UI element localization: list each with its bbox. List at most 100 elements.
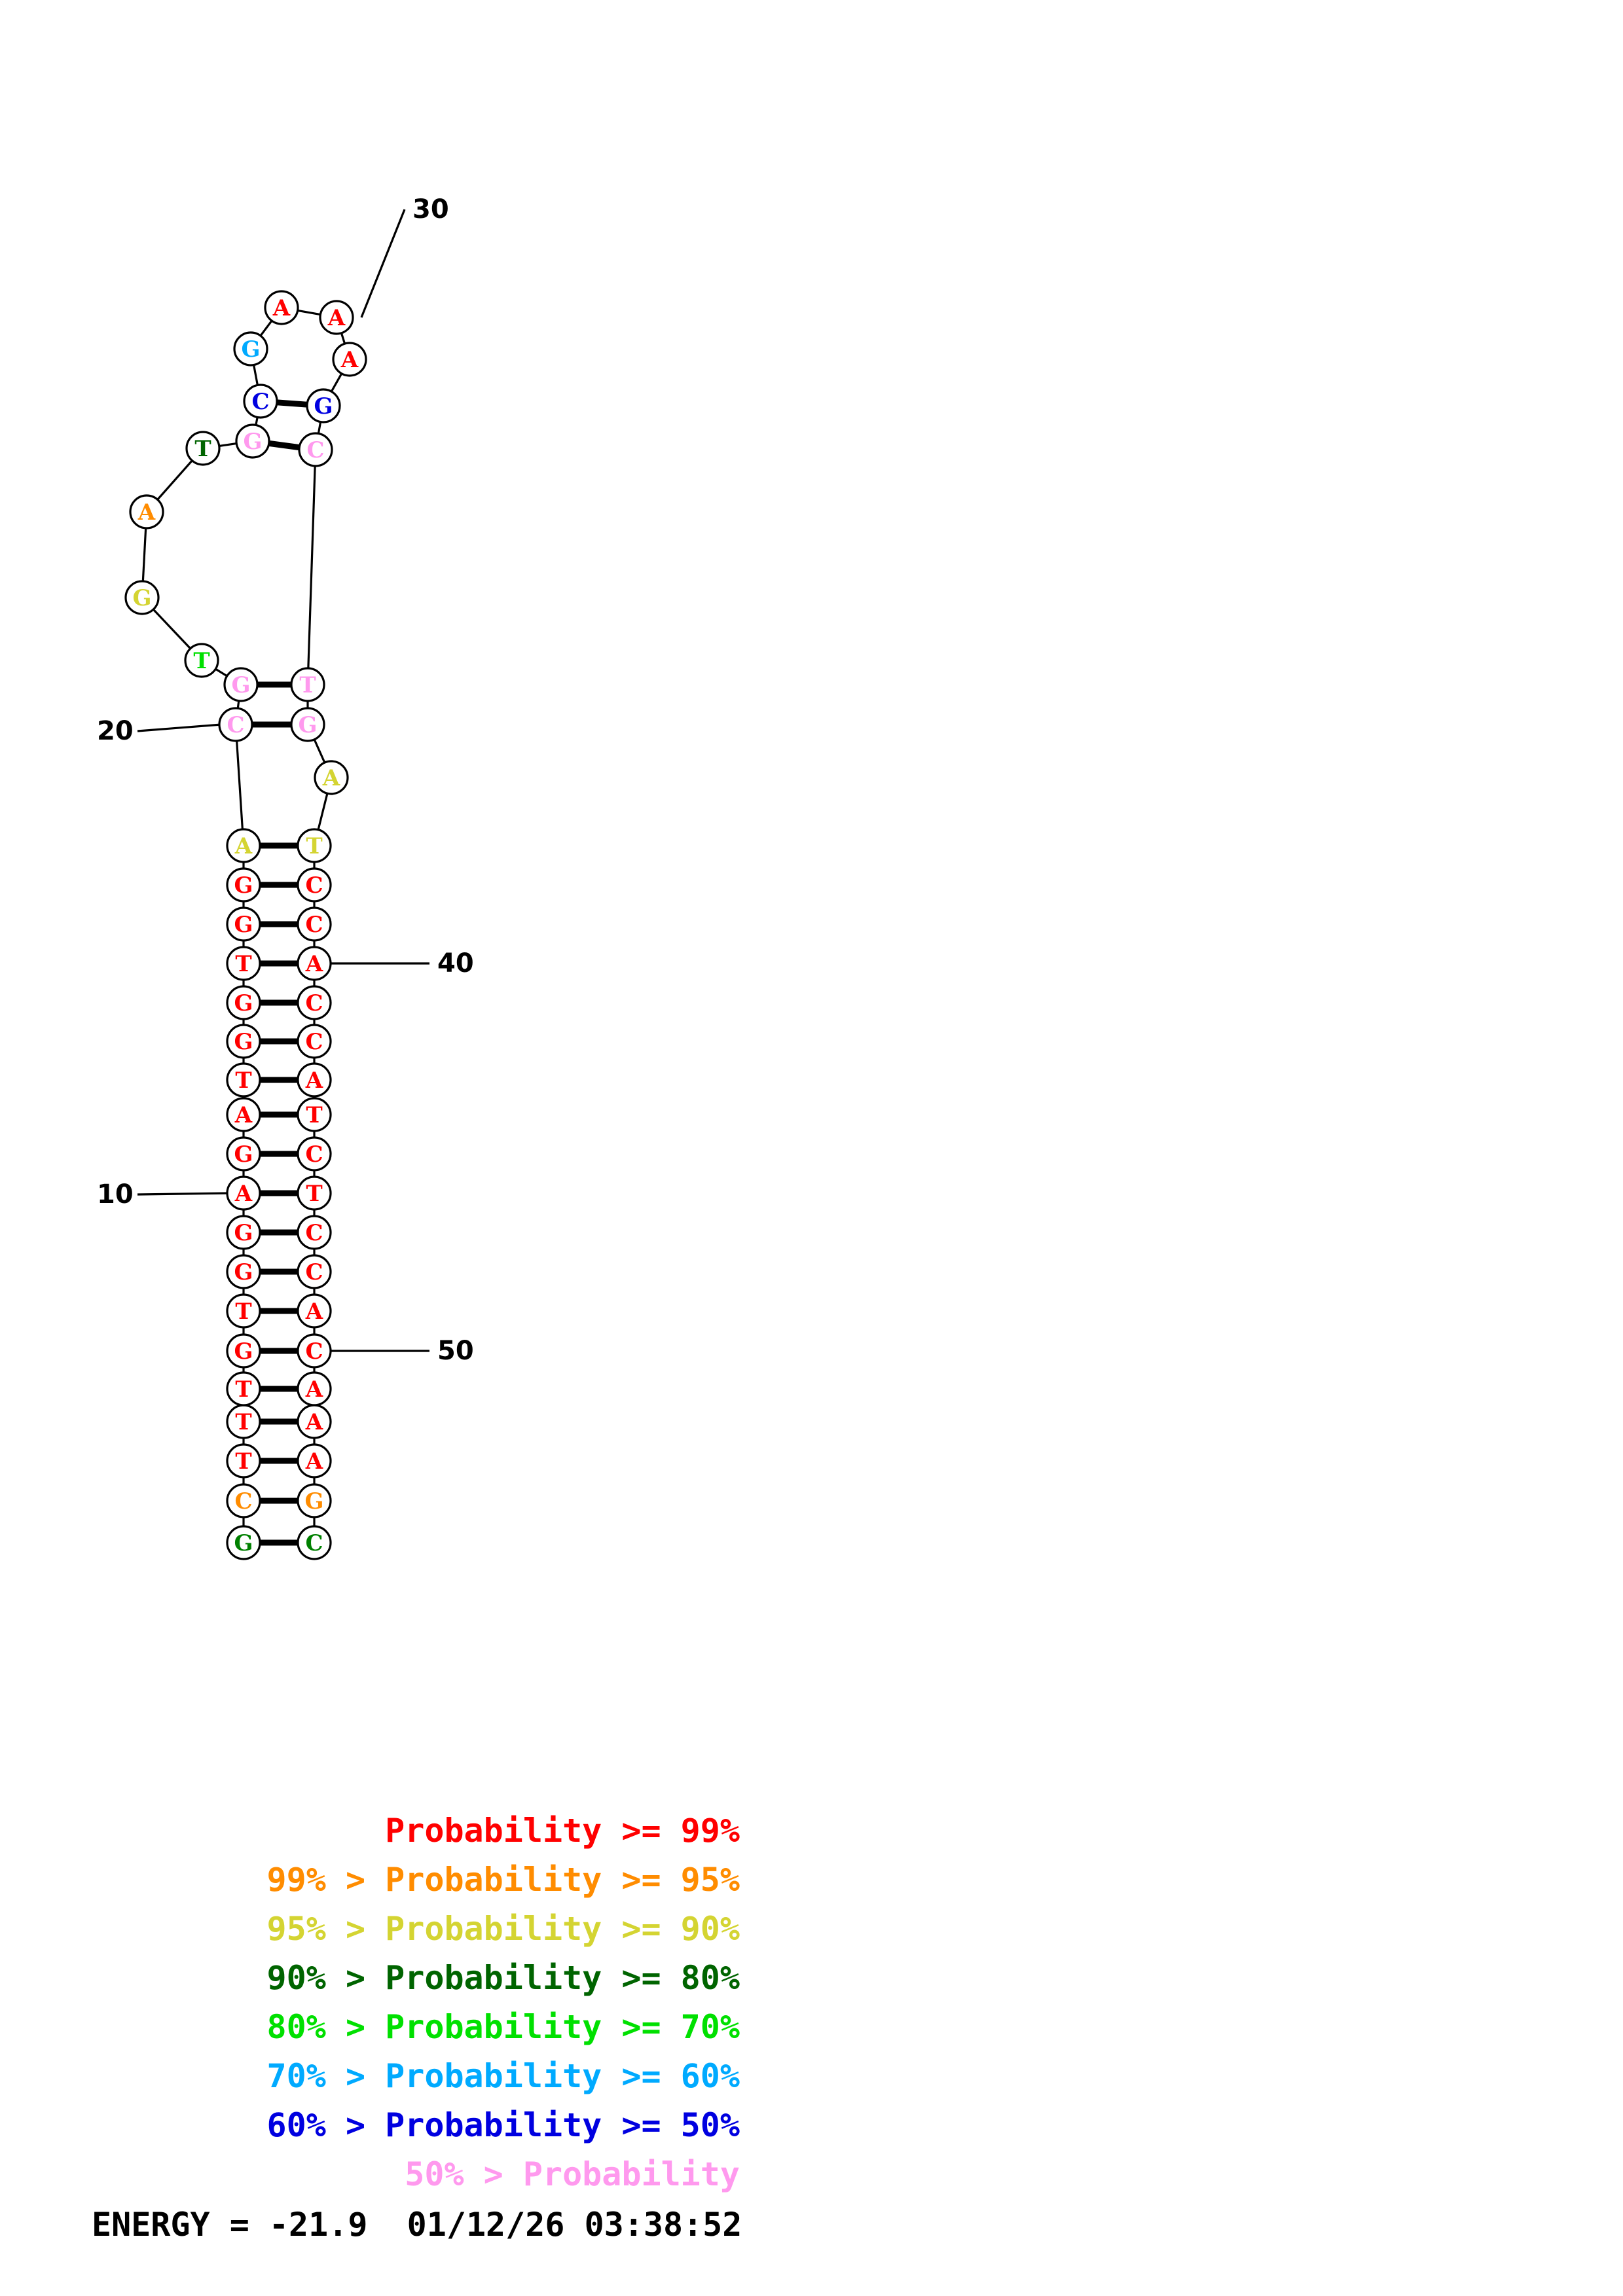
base-node[interactable]: G	[226, 906, 261, 942]
base-node-circle	[297, 906, 332, 942]
base-node[interactable]: C	[297, 867, 332, 903]
base-letter: G	[234, 1338, 253, 1365]
base-node[interactable]: T	[226, 1443, 261, 1479]
base-node-circle	[226, 1293, 261, 1329]
base-letter: C	[305, 1141, 323, 1168]
base-letter: A	[234, 1181, 253, 1207]
base-node[interactable]: T	[226, 1371, 261, 1407]
base-node-circle	[129, 494, 164, 529]
base-node[interactable]: C	[297, 1136, 332, 1172]
base-letter: C	[251, 389, 269, 415]
base-node[interactable]: G	[124, 580, 160, 615]
backbone-link	[307, 465, 316, 669]
base-node[interactable]: G	[226, 985, 261, 1020]
backbone-link	[297, 309, 321, 316]
base-node[interactable]: T	[297, 828, 332, 863]
legend-row-5: 70% > Probability >= 60%	[266, 2057, 740, 2095]
base-node[interactable]: G	[297, 1483, 332, 1518]
legend-row-0: Probability >= 99%	[385, 1812, 740, 1850]
base-node-circle	[297, 1215, 332, 1250]
backbone-link	[156, 459, 193, 501]
base-node[interactable]: A	[264, 290, 299, 325]
base-letter: A	[305, 1299, 323, 1325]
base-letter: A	[322, 765, 340, 791]
base-node-circle	[226, 946, 261, 981]
base-node[interactable]: T	[297, 1175, 332, 1211]
base-node[interactable]: T	[184, 643, 219, 678]
base-node[interactable]: G	[226, 1254, 261, 1289]
base-node[interactable]: T	[226, 1404, 261, 1439]
base-node-circle	[297, 1062, 332, 1098]
base-node[interactable]: T	[226, 1293, 261, 1329]
backbone-link	[340, 332, 346, 344]
base-node[interactable]: C	[297, 985, 332, 1020]
base-node[interactable]: C	[298, 432, 333, 467]
base-node[interactable]: G	[306, 388, 341, 423]
base-node[interactable]: A	[226, 1175, 261, 1211]
base-node-circle	[297, 1404, 332, 1439]
base-node[interactable]: C	[218, 707, 253, 742]
base-node[interactable]: T	[185, 431, 221, 466]
base-node-circle	[226, 1483, 261, 1518]
base-node[interactable]: A	[297, 1062, 332, 1098]
base-letter: A	[327, 305, 346, 331]
base-node[interactable]: G	[226, 1215, 261, 1250]
base-node[interactable]: A	[226, 828, 261, 863]
base-node[interactable]: T	[226, 1062, 261, 1098]
base-letter: G	[234, 1029, 253, 1055]
base-node-circle	[223, 667, 259, 702]
base-node[interactable]: C	[297, 1254, 332, 1289]
base-node[interactable]: A	[319, 300, 354, 335]
base-node[interactable]: T	[290, 667, 325, 702]
base-node[interactable]: C	[226, 1483, 261, 1518]
base-node[interactable]: C	[297, 1215, 332, 1250]
base-node-circle	[297, 985, 332, 1020]
numbering-leader	[137, 1192, 230, 1196]
base-letter: C	[305, 1220, 323, 1246]
base-node[interactable]: G	[223, 667, 259, 702]
base-node[interactable]: A	[297, 1371, 332, 1407]
base-node[interactable]: G	[226, 1525, 261, 1560]
base-node[interactable]: C	[297, 1024, 332, 1059]
base-pair-link	[276, 399, 308, 408]
base-letter: T	[193, 648, 210, 674]
backbone-link	[313, 739, 326, 763]
base-node-circle	[226, 1097, 261, 1132]
base-letter: A	[234, 1102, 253, 1128]
base-node[interactable]: G	[226, 1024, 261, 1059]
base-node-circle	[297, 1175, 332, 1211]
base-node[interactable]: G	[233, 331, 268, 367]
base-letter: A	[137, 499, 156, 526]
base-node[interactable]: G	[226, 1136, 261, 1172]
base-letter: C	[305, 872, 323, 899]
base-node[interactable]: C	[243, 384, 278, 419]
base-node-circle	[306, 388, 341, 423]
base-node[interactable]: G	[290, 707, 325, 742]
base-letter: G	[314, 393, 333, 420]
backbone-link	[330, 372, 343, 393]
base-node[interactable]: A	[332, 342, 367, 377]
legend-row-2: 95% > Probability >= 90%	[266, 1910, 740, 1948]
base-node[interactable]: G	[226, 1333, 261, 1369]
base-node-circle	[185, 431, 221, 466]
base-node[interactable]: A	[297, 946, 332, 981]
base-node[interactable]: A	[297, 1293, 332, 1329]
numbering-leader	[360, 209, 406, 318]
base-node[interactable]: A	[226, 1097, 261, 1132]
base-node[interactable]: C	[297, 1333, 332, 1369]
base-node[interactable]: A	[297, 1404, 332, 1439]
base-node[interactable]: T	[226, 946, 261, 981]
base-node[interactable]: A	[297, 1443, 332, 1479]
base-node-circle	[124, 580, 160, 615]
legend-row-7: 50% > Probability	[405, 2155, 740, 2193]
base-letter: G	[298, 712, 317, 738]
base-letter: C	[305, 912, 323, 938]
base-node[interactable]: C	[297, 1525, 332, 1560]
base-node[interactable]: G	[235, 423, 270, 459]
base-node[interactable]: C	[297, 906, 332, 942]
base-node[interactable]: T	[297, 1097, 332, 1132]
base-node[interactable]: A	[129, 494, 164, 529]
backbone-link	[215, 668, 228, 677]
base-node[interactable]: G	[226, 867, 261, 903]
base-node[interactable]: A	[314, 760, 349, 795]
